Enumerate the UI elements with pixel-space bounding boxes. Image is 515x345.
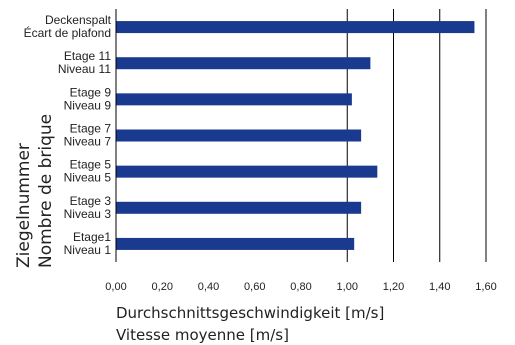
category-label-2-line-0: Etage 9 bbox=[70, 85, 112, 99]
x-axis-label-line-1: Durchschnittsgeschwindigkeit [m/s] bbox=[116, 304, 384, 322]
x-tick-label-6: 1,20 bbox=[383, 281, 404, 293]
x-tick-label-5: 1,00 bbox=[337, 281, 358, 293]
x-tick-label-2: 0,40 bbox=[198, 281, 219, 293]
category-label-3-line-0: Etage 7 bbox=[70, 122, 112, 136]
category-label-6-line-0: Etage1 bbox=[73, 230, 111, 244]
grid-lines bbox=[346, 9, 487, 262]
category-label-2-line-1: Niveau 9 bbox=[64, 98, 112, 112]
bar-5 bbox=[116, 201, 362, 214]
bar-3 bbox=[116, 129, 362, 142]
category-label-4-line-1: Niveau 5 bbox=[64, 171, 112, 185]
y-axis-label: Ziegelnummer Nombre de brique bbox=[14, 114, 56, 268]
category-label-0-line-1: Écart de plafond bbox=[24, 25, 111, 40]
y-axis-label-line-2: Nombre de brique bbox=[36, 114, 56, 268]
category-label-1-line-0: Etage 11 bbox=[64, 49, 111, 63]
bars bbox=[116, 21, 475, 250]
bar-1 bbox=[116, 57, 371, 70]
x-tick-label-1: 0,20 bbox=[152, 281, 173, 293]
x-tick-labels: 0,00 0,20 0,40 0,60 0,80 1,00 1,20 1,40 1,60 bbox=[105, 281, 496, 293]
bar-0 bbox=[116, 21, 475, 34]
x-tick-label-3: 0,60 bbox=[244, 281, 265, 293]
x-tick-label-0: 0,00 bbox=[105, 281, 126, 293]
y-axis-label-line-1: Ziegelnummer bbox=[14, 143, 34, 268]
category-label-5-line-0: Etage 3 bbox=[70, 194, 112, 208]
x-axis-label-line-2: Vitesse moyenne [m/s] bbox=[116, 326, 289, 344]
bar-4 bbox=[116, 165, 378, 178]
x-tick-label-4: 0,80 bbox=[290, 281, 311, 293]
x-tick-label-8: 1,60 bbox=[475, 281, 496, 293]
category-label-5-line-1: Niveau 3 bbox=[64, 207, 112, 221]
category-label-1-line-1: Niveau 11 bbox=[58, 62, 111, 76]
x-axis-label: Durchschnittsgeschwindigkeit [m/s] Vites… bbox=[116, 304, 384, 344]
category-label-4-line-0: Etage 5 bbox=[70, 158, 112, 172]
category-label-3-line-1: Niveau 7 bbox=[64, 135, 112, 149]
bar-2 bbox=[116, 93, 352, 106]
x-tick-label-7: 1,40 bbox=[429, 281, 450, 293]
bar-6 bbox=[116, 237, 355, 250]
category-label-0-line-0: Deckenspalt bbox=[45, 13, 112, 27]
category-label-6-line-1: Niveau 1 bbox=[64, 243, 112, 257]
